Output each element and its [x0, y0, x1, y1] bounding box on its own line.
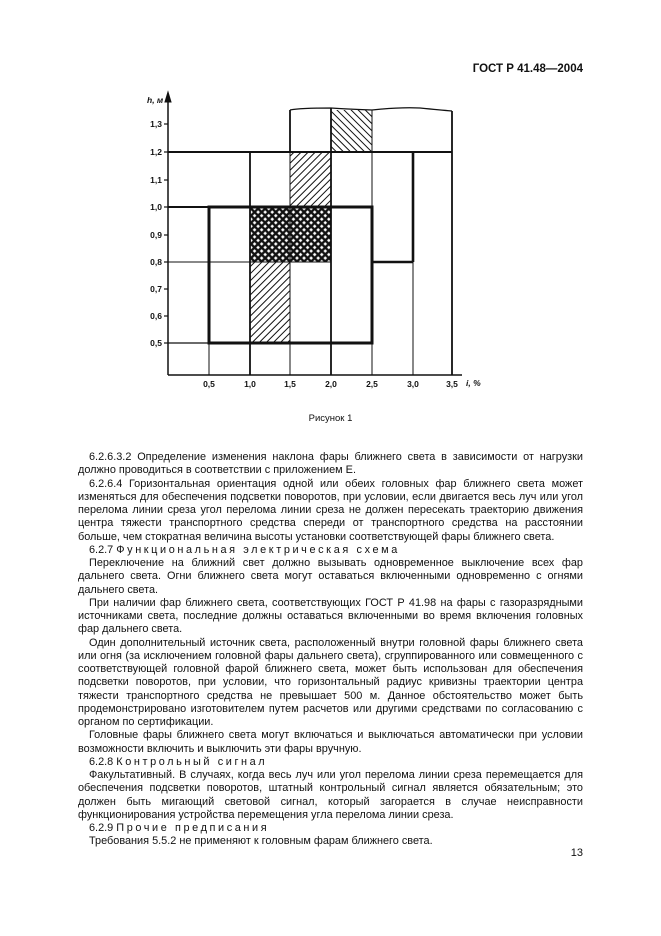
hatch-regions	[250, 110, 372, 343]
page-number: 13	[570, 847, 583, 859]
section-heading: 6.2.7 Функциональная электрическая схема	[78, 544, 583, 557]
figure-1-diagram: h, м 0,5 0,6 0,7 0,8 0,9 1,0 1,1 1,2 1,3…	[147, 90, 481, 389]
paragraph: Переключение на ближний свет должно вызы…	[78, 557, 583, 596]
y-tick-label: 0,9	[150, 230, 162, 240]
hatch-backslash-top	[331, 110, 372, 152]
paragraph: 6.2.6.3.2 Определение изменения наклона …	[78, 451, 583, 477]
thick-zone-box	[207, 205, 374, 345]
top-wavy-boundary	[289, 107, 453, 112]
paragraph: Головные фары ближнего света могут включ…	[78, 729, 583, 755]
section-number: 6.2.7	[89, 543, 114, 556]
y-tick-label: 0,6	[150, 311, 162, 321]
x-tick-label: 2,0	[325, 379, 337, 389]
document-id-header: ГОСТ Р 41.48—2004	[472, 63, 583, 75]
x-tick-label: 2,5	[366, 379, 378, 389]
section-title: Прочие предписания	[116, 822, 270, 834]
section-title: Функциональная электрическая схема	[116, 543, 400, 556]
section-number: 6.2.9	[89, 822, 114, 834]
paragraph: Требования 5.5.2 не применяют к головным…	[89, 835, 433, 848]
section-heading: 6.2.8 Контрольный сигнал	[78, 756, 583, 769]
paragraph: 6.2.6.4 Горизонтальная ориентация одной …	[78, 477, 583, 543]
y-tick-label: 1,3	[150, 119, 162, 129]
x-tick-labels: 0,5 1,0 1,5 2,0 2,5 3,0 3,5	[203, 379, 458, 389]
y-tick-label: 1,2	[150, 147, 162, 157]
y-tick-label: 0,8	[150, 257, 162, 267]
grid-lines	[168, 107, 453, 375]
paragraph: При наличии фар ближнего света, соответс…	[78, 596, 583, 636]
x-tick-label: 3,0	[407, 379, 419, 389]
axes	[164, 90, 462, 376]
figure-caption: Рисунок 1	[308, 413, 353, 424]
hatch-forward-upper	[290, 152, 331, 207]
x-axis-label: i, %	[466, 378, 481, 388]
paragraph: Один дополнительный источник света, расп…	[78, 636, 583, 729]
y-tick-label: 0,7	[150, 284, 162, 294]
x-tick-label: 1,5	[284, 379, 296, 389]
x-tick-label: 3,5	[446, 379, 458, 389]
y-tick-label: 0,5	[150, 338, 162, 348]
x-tick-label: 1,0	[244, 379, 256, 389]
document-body: 6.2.6.3.2 Определение изменения наклона …	[78, 451, 583, 849]
section-heading: 6.2.9 Прочие предписания	[78, 822, 583, 835]
y-tick-label: 1,1	[150, 175, 162, 185]
paragraph: Факультативный. В случаях, когда весь лу…	[78, 769, 583, 821]
y-axis-arrow	[164, 90, 172, 103]
y-axis-label: h, м	[147, 95, 164, 105]
x-tick-label: 0,5	[203, 379, 215, 389]
hatch-forward-lower	[250, 262, 290, 343]
section-number: 6.2.8	[89, 755, 114, 768]
y-tick-labels: 0,5 0,6 0,7 0,8 0,9 1,0 1,1 1,2 1,3	[150, 119, 162, 348]
section-title: Контрольный сигнал	[116, 755, 268, 768]
y-tick-label: 1,0	[150, 202, 162, 212]
